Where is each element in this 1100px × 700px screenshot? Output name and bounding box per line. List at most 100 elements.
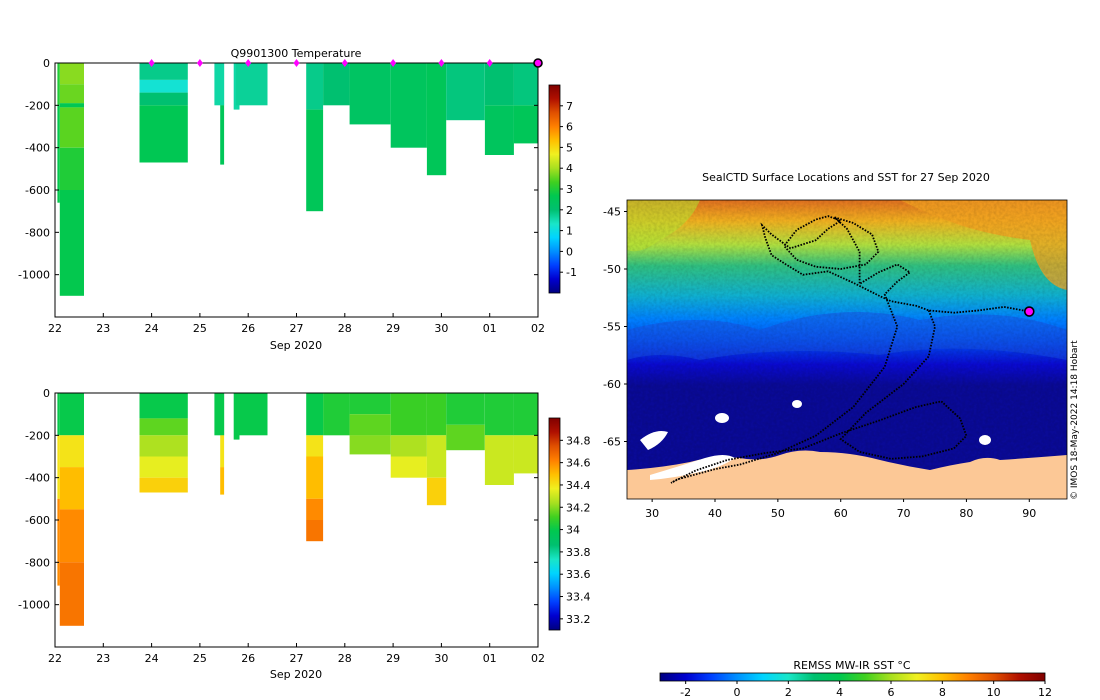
x-tick-label: 29 <box>386 322 400 335</box>
map-x-tick-label: 50 <box>771 507 785 520</box>
profile-cell <box>59 562 84 626</box>
x-tick-label: 27 <box>290 652 304 665</box>
profile-cell <box>57 63 60 106</box>
profile-cell <box>306 393 324 436</box>
profile-cell <box>57 105 60 203</box>
profile-cell <box>236 63 268 106</box>
profile-cell <box>513 435 538 474</box>
profile-cell <box>214 393 225 436</box>
temperature-profile-markers <box>148 58 543 68</box>
ice-patch-1 <box>640 431 668 450</box>
profile-cell <box>139 79 188 93</box>
profile-cell <box>139 435 188 457</box>
colorbar-tick-label: 34.8 <box>566 434 591 447</box>
temperature-x-label: Sep 2020 <box>270 339 322 352</box>
profile-cell <box>214 63 225 106</box>
profile-cell <box>59 103 84 108</box>
x-tick-label: 02 <box>531 652 545 665</box>
profile-cell <box>57 393 60 436</box>
colorbar-tick-label: 34.6 <box>566 457 591 470</box>
colorbar-tick-label: 4 <box>566 162 573 175</box>
y-tick-label: -800 <box>25 226 50 239</box>
profile-cell <box>323 393 350 436</box>
sst-map-chart: SealCTD Surface Locations and SST for 27… <box>603 171 1068 699</box>
profile-cell <box>59 467 84 510</box>
colorbar-tick-label: 1 <box>566 225 573 238</box>
profile-cell <box>220 63 225 106</box>
profile-cell <box>220 467 225 495</box>
profile-cell <box>220 393 225 436</box>
profile-cell <box>306 456 324 499</box>
salinity-colorbar-ticks: 34.8 34.6 34.4 34.2 34 33.8 33.6 33.4 33.2 <box>560 434 591 626</box>
sst-texture <box>627 200 1067 499</box>
map-y-tick-label: -65 <box>603 436 621 449</box>
y-tick-label: -600 <box>25 514 50 527</box>
profile-cell <box>59 509 84 563</box>
seal-track-line <box>670 215 1030 484</box>
colorbar-tick-label: 34.4 <box>566 479 591 492</box>
profile-cell <box>349 414 391 436</box>
profile-cell <box>139 456 188 478</box>
profile-cell <box>390 63 427 148</box>
x-tick-label: 22 <box>48 322 62 335</box>
salinity-y-axis: 0 -200 -400 -600 -800 -1000 <box>18 387 538 612</box>
profile-cell <box>513 105 538 144</box>
profile-cell <box>349 435 391 455</box>
profile-marker <box>438 59 445 67</box>
sst-colorbar-ticks: -2 0 2 4 6 8 10 12 <box>680 681 1052 699</box>
colorbar-tick-label: 7 <box>566 100 573 113</box>
profile-cell <box>57 498 60 586</box>
profile-cell <box>513 63 538 106</box>
profile-cell <box>426 435 447 478</box>
y-tick-label: -400 <box>25 472 50 485</box>
x-tick-label: 01 <box>483 652 497 665</box>
profile-cell <box>59 393 84 436</box>
colorbar-tick-label: 2 <box>566 204 573 217</box>
profile-cell <box>390 393 427 436</box>
profile-marker <box>486 59 493 67</box>
x-tick-label: 22 <box>48 652 62 665</box>
y-tick-label: 0 <box>43 57 50 70</box>
sst-map-x-axis: 30 40 50 60 70 80 90 <box>645 499 1036 520</box>
profile-cell <box>446 424 485 451</box>
map-y-tick-label: -50 <box>603 263 621 276</box>
profile-cell <box>306 498 324 520</box>
profile-cell <box>446 393 485 425</box>
x-tick-label: 24 <box>145 322 159 335</box>
sst-map-field <box>627 200 1067 499</box>
ice-shelf-west <box>650 455 735 480</box>
profile-cell <box>306 520 324 542</box>
profile-marker <box>390 59 397 67</box>
profile-cell <box>306 435 324 457</box>
map-x-tick-label: 40 <box>708 507 722 520</box>
ice-patch-3 <box>792 400 802 408</box>
sst-colorbar-tick-label: -2 <box>680 686 691 699</box>
profile-cell <box>513 393 538 436</box>
temperature-y-axis: 0 -200 -400 -600 -800 -1000 <box>18 57 538 282</box>
sst-map-frame <box>626 199 1068 500</box>
profile-cell <box>484 105 514 155</box>
sst-map-current-position <box>1023 306 1035 317</box>
colorbar-tick-label: 33.8 <box>566 546 591 559</box>
map-y-tick-label: -45 <box>603 206 621 219</box>
ice-patch-4 <box>979 435 991 445</box>
imos-credit-text: © IMOS 18-May-2022 14:18 Hobart <box>1070 340 1080 500</box>
ice-patch-2 <box>715 413 729 423</box>
map-x-tick-label: 30 <box>645 507 659 520</box>
profile-cell <box>139 418 188 436</box>
profile-cell <box>446 63 485 121</box>
colorbar-tick-label: 33.4 <box>566 591 591 604</box>
profile-cell <box>59 190 84 296</box>
salinity-colorbar <box>548 417 561 631</box>
profile-cell <box>306 109 324 212</box>
profile-cell <box>484 63 514 106</box>
x-tick-label: 23 <box>96 322 110 335</box>
profile-cell <box>220 105 225 165</box>
sst-colorbar-tick-label: 8 <box>939 686 946 699</box>
antarctica-land <box>627 450 1067 499</box>
x-tick-label: 30 <box>434 652 448 665</box>
x-tick-label: 30 <box>434 322 448 335</box>
y-tick-label: 0 <box>43 387 50 400</box>
profile-marker <box>245 59 252 67</box>
colorbar-tick-label: 3 <box>566 183 573 196</box>
